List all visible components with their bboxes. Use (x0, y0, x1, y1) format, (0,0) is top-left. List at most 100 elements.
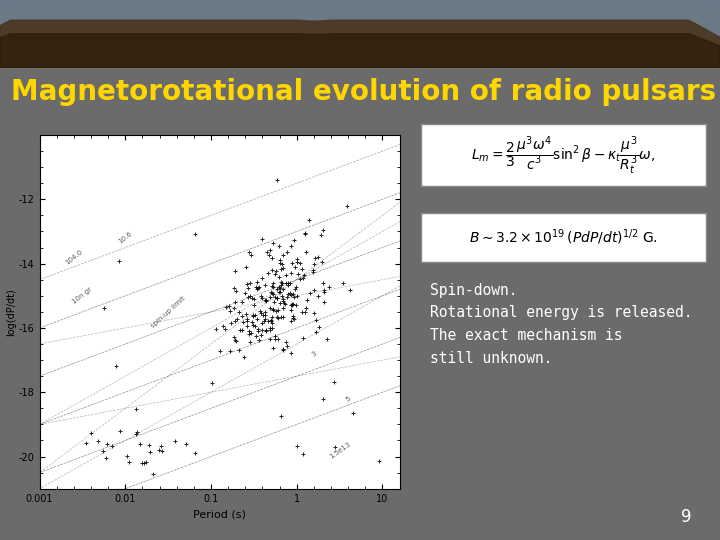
Point (114, 256, 125, 265)
Point (292, 258, 303, 266)
Point (247, 321, 258, 329)
Point (274, 287, 286, 296)
Point (277, 304, 289, 313)
Point (256, 294, 268, 302)
Point (255, 306, 266, 315)
Point (290, 301, 302, 309)
Point (290, 283, 302, 292)
Point (80, 438, 91, 447)
Point (267, 305, 279, 314)
Point (234, 326, 246, 334)
Point (233, 346, 245, 355)
Point (225, 307, 236, 315)
Point (239, 289, 251, 298)
Point (251, 332, 262, 340)
Text: Spin-down.
Rotational energy is released.
The exact mechanism is
still unknown.: Spin-down. Rotational energy is released… (430, 283, 692, 366)
Point (245, 279, 256, 287)
Point (266, 253, 277, 262)
Point (280, 271, 292, 280)
Point (277, 346, 289, 354)
Point (297, 308, 308, 316)
Point (229, 336, 240, 345)
Point (271, 285, 283, 294)
Point (285, 269, 297, 278)
Point (282, 278, 294, 287)
Point (289, 262, 301, 271)
Point (249, 310, 261, 319)
Point (321, 334, 333, 343)
Point (264, 326, 276, 334)
Point (122, 451, 133, 460)
Point (316, 257, 328, 266)
Text: $B \sim 3.2 \times 10^{19}\,(PdP/dt)^{1/2}$ G.: $B \sim 3.2 \times 10^{19}\,(PdP/dt)^{1/… (469, 228, 658, 247)
Point (277, 263, 289, 272)
Point (266, 316, 277, 325)
Point (225, 347, 236, 355)
Point (241, 280, 253, 289)
Point (228, 284, 240, 292)
Point (285, 306, 297, 314)
Point (297, 274, 309, 282)
Point (275, 278, 287, 287)
Point (269, 334, 281, 343)
Point (313, 322, 325, 331)
Point (310, 328, 322, 336)
Point (287, 290, 299, 299)
Point (269, 293, 280, 301)
Point (206, 379, 217, 388)
Point (137, 458, 148, 467)
Point (300, 308, 311, 316)
Point (307, 266, 319, 275)
Point (267, 290, 279, 299)
Point (264, 245, 276, 254)
Point (277, 297, 289, 306)
Point (289, 293, 300, 301)
Point (230, 267, 241, 275)
Point (97, 447, 109, 455)
Text: spin-up limit: spin-up limit (150, 295, 186, 329)
Point (102, 440, 113, 448)
Point (230, 286, 242, 295)
Point (291, 441, 302, 450)
Point (264, 303, 276, 312)
Point (248, 295, 260, 303)
Point (277, 345, 289, 354)
Point (155, 441, 166, 450)
Point (255, 331, 266, 340)
Point (130, 429, 142, 438)
Point (258, 310, 269, 319)
Point (253, 336, 264, 345)
Point (231, 314, 243, 323)
Text: 1.5e13: 1.5e13 (328, 441, 351, 460)
Point (229, 298, 240, 306)
Point (233, 307, 245, 316)
Point (276, 259, 288, 268)
Point (274, 259, 285, 267)
Point (246, 294, 258, 302)
Text: 3: 3 (310, 350, 318, 357)
Point (275, 265, 287, 273)
Point (281, 279, 292, 287)
Point (269, 298, 280, 306)
Point (189, 230, 201, 238)
Point (278, 298, 289, 307)
Point (246, 329, 257, 338)
Point (274, 287, 285, 296)
Point (282, 281, 294, 289)
Point (219, 325, 230, 333)
Point (310, 315, 321, 324)
Point (347, 409, 359, 417)
Point (229, 316, 240, 325)
Point (291, 292, 302, 300)
Point (274, 255, 286, 264)
Text: 10n gr: 10n gr (71, 286, 94, 305)
Point (259, 308, 271, 316)
Point (225, 319, 237, 327)
Point (264, 335, 276, 343)
Point (266, 282, 278, 291)
Point (110, 362, 122, 370)
Point (269, 332, 280, 340)
Point (260, 315, 271, 324)
Point (217, 321, 228, 330)
Point (274, 241, 285, 250)
